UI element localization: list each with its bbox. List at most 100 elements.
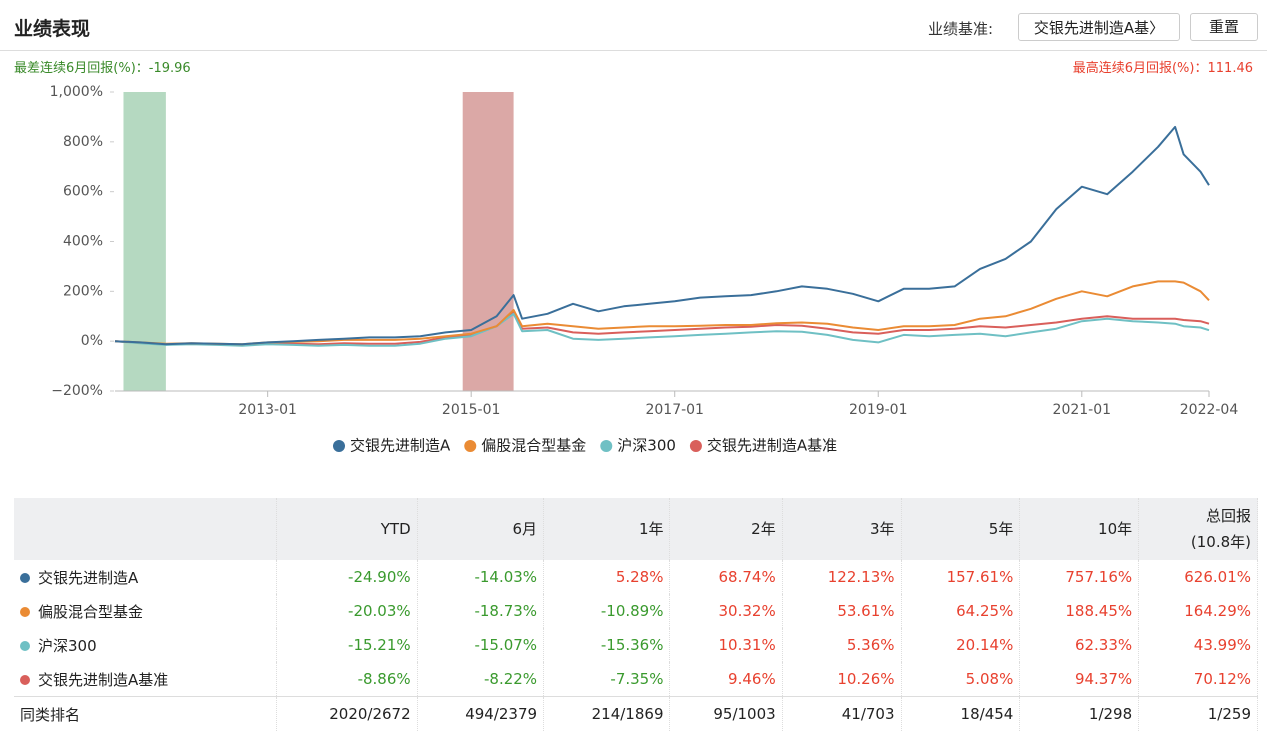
table-row: 沪深300 -15.21% -15.07% -15.36% 10.31% 5.36% 20.… [14,628,1258,662]
header-row: YTD 6月 1年 2年 3年 5年 10年 总回报 (10.8年) [14,498,1258,560]
header-text: YTD [380,520,411,538]
cell: -14.03% [417,560,545,594]
cell: 68.74% [669,560,783,594]
header-text: 10年 [1098,520,1133,538]
cell: -24.90% [276,560,418,594]
cell: 20.14% [901,628,1021,662]
cell: 122.13% [782,560,902,594]
best-label: 最高连续6月回报(%)：111.46 [1073,60,1253,76]
header-text: 总回报 [1205,507,1251,525]
x-tick-label: 2019-01 [849,402,908,418]
row-name-text: 偏股混合型基金 [38,602,144,621]
cell: 157.61% [901,560,1021,594]
cell: 64.25% [901,594,1021,628]
legend-marker [333,440,345,452]
table-row: 偏股混合型基金 -20.03% -18.73% -10.89% 30.32% 53.61%… [14,594,1258,628]
row-marker [20,606,30,617]
title: 业绩表现 [14,18,91,40]
row-name: 交银先进制造A基准 [14,662,277,697]
cell: 53.61% [782,594,902,628]
header-cell [14,498,277,560]
y-tick-label: 200% [63,283,103,299]
header-text: (10.8年) [1190,533,1251,551]
benchmark-label: 业绩基准: [928,20,994,38]
cell: 41/703 [782,696,902,731]
cell: -20.03% [276,594,418,628]
series-line [114,312,1210,347]
cell: 18/454 [901,696,1021,731]
worst-label: 最差连续6月回报(%)：-19.96 [14,60,191,76]
best-band [462,92,514,391]
header-cell: 3年 [782,498,902,560]
series-line [114,311,1210,346]
cell: 10.31% [669,628,783,662]
best-label-text: 最高连续6月回报(%)： [1073,60,1208,76]
reset-button[interactable]: 重置 [1190,13,1258,41]
cell: -18.73% [417,594,545,628]
legend-marker [600,440,613,452]
row-marker [20,572,30,583]
cell: -8.22% [417,662,545,697]
legend-label: 交银先进制造A [350,437,451,455]
row-marker [20,674,30,685]
header-text: 3年 [869,520,895,538]
y-tick-label: 600% [63,184,103,200]
cell: 1/259 [1138,696,1258,731]
header-cell: 2年 [669,498,783,560]
worst-label-text: 最差连续6月回报(%)： [14,60,149,76]
benchmark-select[interactable]: 交银先进制造A基〉 [1018,13,1180,41]
cell: 164.29% [1138,594,1258,628]
row-name-text: 交银先进制造A基准 [38,670,169,689]
legend-label: 沪深300 [617,437,676,455]
cell: 5.28% [543,560,671,594]
cell: -7.35% [543,662,671,697]
cell: -10.89% [543,594,671,628]
legend-label: 交银先进制造A基准 [707,437,837,455]
header-cell: 6月 [417,498,545,560]
cell: 188.45% [1019,594,1140,628]
row-marker [20,640,30,651]
best-label-value: 111.46 [1208,61,1254,76]
table-row: 交银先进制造A -24.90% -14.03% 5.28% 68.74% 122.13% 1… [14,560,1258,594]
series-line [114,125,1210,346]
cell: 30.32% [669,594,783,628]
worst-label-value: -19.96 [149,61,191,76]
row-name: 偏股混合型基金 [14,594,277,628]
row-name-text: 交银先进制造A [38,568,139,587]
header-text: 2年 [751,520,776,538]
cell: 1/298 [1019,696,1140,731]
cell: 494/2379 [417,696,545,731]
x-tick-label: 2013-01 [238,402,297,418]
x-tick-label: 2017-01 [645,402,704,418]
rank-row: 同类排名 2020/2672 494/2379 214/1869 95/1003 41/7… [14,696,1258,731]
cell: 757.16% [1019,560,1140,594]
cell: 62.33% [1019,628,1140,662]
chart: 最差连续6月回报(%)：-19.96 最高连续6月回报(%)：111.46 1,00… [14,60,1253,455]
legend-label: 偏股混合型基金 [481,437,586,455]
cell: -15.21% [276,628,418,662]
cell: 95/1003 [669,696,783,731]
row-name-text: 沪深300 [38,636,97,655]
y-tick-label: 0% [81,333,103,349]
cell: 10.26% [782,662,902,697]
cell: 214/1869 [543,696,671,731]
cell: -15.36% [543,628,671,662]
header-cell: YTD [276,498,418,560]
cell: 94.37% [1019,662,1140,697]
header: 业绩表现 业绩基准: 交银先进制造A基〉 重置 [0,0,1267,51]
header-text: 6月 [512,520,538,538]
header-cell: 1年 [543,498,671,560]
header-text: 5年 [988,520,1014,538]
cell: 70.12% [1138,662,1258,697]
x-tick-label: 2022-04 [1180,402,1239,418]
legend-marker [464,440,477,452]
cell: -15.07% [417,628,545,662]
row-name: 同类排名 [14,696,277,731]
cell: -8.86% [276,662,418,697]
header-text: 1年 [638,520,664,538]
y-tick-label: −200% [51,383,103,399]
header-cell: 总回报 (10.8年) [1138,498,1258,560]
cell: 9.46% [669,662,783,697]
legend-marker [689,440,702,452]
